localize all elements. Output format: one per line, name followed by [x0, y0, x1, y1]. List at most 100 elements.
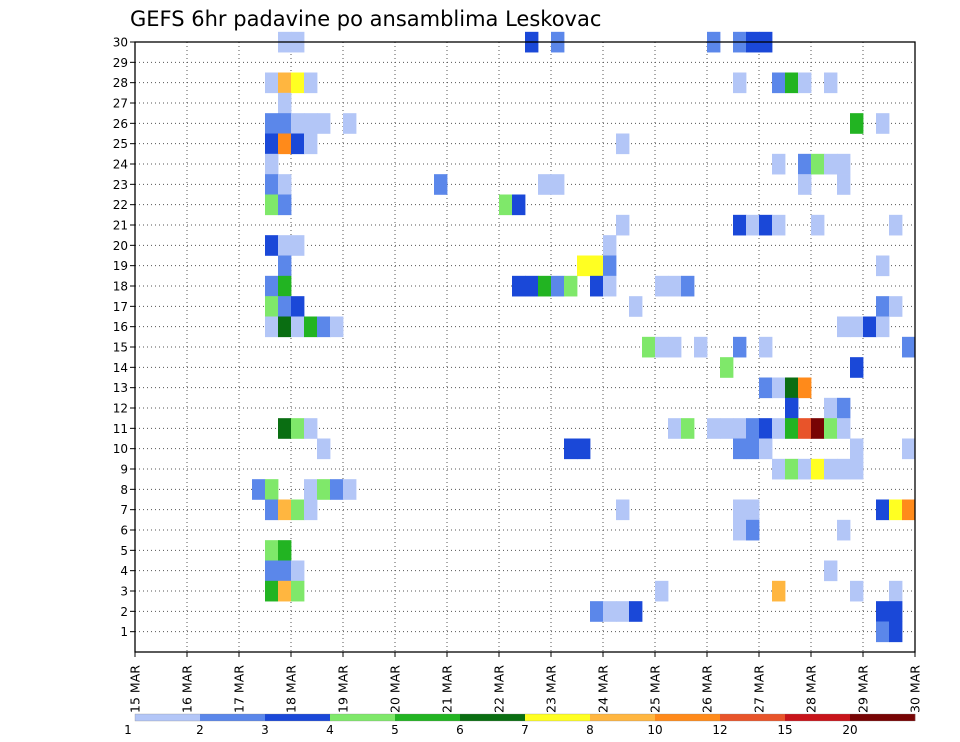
precip-cell	[330, 479, 344, 500]
precip-cell	[837, 458, 851, 480]
dotted-grid	[135, 41, 915, 652]
precip-cell	[278, 235, 292, 256]
precip-cell	[889, 621, 903, 643]
precip-cell	[798, 377, 812, 399]
y-tick-label: 20	[113, 239, 128, 253]
x-tick-label: 30 MAR	[908, 665, 923, 713]
legend-color-swatch	[395, 714, 461, 721]
precip-cell	[304, 499, 318, 521]
precip-cell	[343, 113, 357, 134]
x-tick-label: 29 MAR	[856, 665, 871, 713]
y-tick-label: 12	[113, 402, 128, 416]
precip-cell	[902, 438, 916, 460]
precip-cell	[824, 72, 838, 94]
legend-color-swatch	[785, 714, 851, 721]
precip-cell	[876, 621, 890, 643]
precip-cell	[551, 275, 565, 297]
precip-cell	[577, 438, 591, 460]
precip-cell	[265, 540, 279, 561]
precip-cell	[291, 133, 305, 155]
precip-cell	[278, 194, 292, 216]
precip-cell	[889, 214, 903, 236]
precip-cell	[265, 235, 279, 256]
y-tick-label: 9	[120, 463, 128, 477]
precip-cell	[772, 377, 786, 399]
precip-cell	[278, 540, 292, 561]
precip-cell	[798, 174, 812, 195]
legend-label: 12	[712, 723, 727, 737]
precip-cell	[772, 72, 786, 94]
precip-cell	[278, 418, 292, 439]
precip-cell	[278, 580, 292, 602]
precip-cell	[278, 133, 292, 155]
precip-cell	[824, 397, 838, 419]
precip-cell	[759, 377, 773, 399]
precip-cell	[759, 438, 773, 460]
precip-cell	[824, 560, 838, 582]
y-tick-label: 7	[120, 503, 128, 517]
x-tick-label: 15 MAR	[128, 665, 143, 713]
y-tick-label: 10	[113, 442, 128, 456]
precip-cell	[889, 601, 903, 622]
precip-cell	[577, 255, 591, 277]
y-tick-label: 25	[113, 137, 128, 151]
precip-cell	[772, 214, 786, 236]
precip-cell	[850, 357, 864, 378]
y-tick-label: 16	[113, 320, 128, 334]
x-axis-date-ticks: 15 MAR 16 MAR 17 MAR 18 MAR 19 MAR 20 MAR 21 M…	[128, 652, 923, 713]
precip-cell	[876, 296, 890, 317]
precip-cell	[655, 336, 669, 358]
legend-color-swatch	[200, 714, 266, 721]
precip-cell	[850, 316, 864, 338]
precip-cell	[746, 438, 760, 460]
precip-cell	[616, 499, 630, 521]
x-tick-label: 22 MAR	[492, 665, 507, 713]
precip-cell	[746, 519, 760, 541]
precip-cell	[265, 479, 279, 500]
precip-cell	[538, 174, 552, 195]
precip-cell	[733, 72, 747, 94]
y-tick-label: 2	[120, 605, 128, 619]
precip-cell	[304, 72, 318, 94]
precip-cell	[603, 275, 617, 297]
precip-cell	[772, 580, 786, 602]
precip-cell	[642, 336, 656, 358]
precip-cell	[512, 275, 526, 297]
precip-cell	[564, 275, 578, 297]
y-tick-label: 29	[113, 56, 128, 70]
precip-cell	[304, 316, 318, 338]
legend-label: 6	[456, 723, 464, 737]
y-tick-label: 26	[113, 117, 128, 131]
precip-cell	[291, 296, 305, 317]
precip-cell	[876, 316, 890, 338]
color-legend: 1 2 3 4 5 6 7 8 10 12 15 20	[124, 713, 916, 737]
precip-cell	[668, 275, 682, 297]
x-tick-label: 16 MAR	[180, 665, 195, 713]
precip-cell	[265, 113, 279, 134]
precip-cell	[317, 113, 331, 134]
precip-cell	[265, 153, 279, 175]
precip-cell	[785, 458, 799, 480]
precip-cell	[304, 479, 318, 500]
precip-cell	[616, 601, 630, 622]
legend-color-swatch	[460, 714, 526, 721]
y-tick-label: 14	[113, 361, 128, 375]
x-tick-label: 26 MAR	[700, 665, 715, 713]
precip-cell	[512, 194, 526, 216]
legend-label: 3	[261, 723, 269, 737]
x-tick-label: 25 MAR	[648, 665, 663, 713]
precip-cell	[304, 133, 318, 155]
precip-cell	[759, 418, 773, 439]
y-tick-label: 24	[113, 158, 128, 172]
precip-cell	[876, 255, 890, 277]
precip-cell	[837, 153, 851, 175]
precip-cell	[876, 113, 890, 134]
precip-cell	[785, 377, 799, 399]
y-tick-label: 22	[113, 198, 128, 212]
precip-cell	[629, 601, 643, 622]
y-tick-label: 23	[113, 178, 128, 192]
precip-cell	[551, 174, 565, 195]
y-tick-label: 30	[113, 36, 128, 50]
y-tick-label: 17	[113, 300, 128, 314]
